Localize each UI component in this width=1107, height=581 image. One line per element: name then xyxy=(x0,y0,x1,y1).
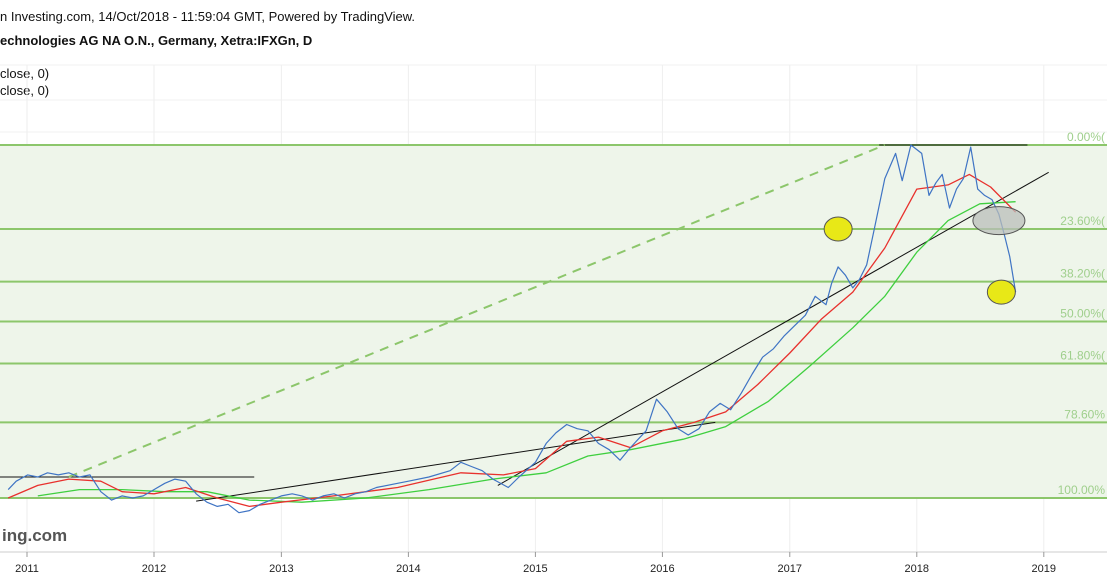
chart-source-line: n Investing.com, 14/Oct/2018 - 11:59:04 … xyxy=(0,9,416,24)
fib-level-label: 0.00%( xyxy=(1067,130,1105,144)
chart-symbol-title: echnologies AG NA O.N., Germany, Xetra:I… xyxy=(0,33,313,48)
gray-highlight-ellipse xyxy=(972,206,1026,236)
x-axis-tick-label: 2014 xyxy=(396,563,420,575)
fib-level-label: 78.60% xyxy=(1064,407,1105,421)
fib-diagonal-dashed-line xyxy=(68,144,886,478)
fib-level-label: 38.20%( xyxy=(1060,267,1105,281)
x-axis-tick-label: 2018 xyxy=(905,563,929,575)
indicator-legend-1: close, 0) xyxy=(0,66,50,81)
fib-level-label: 50.00%( xyxy=(1060,307,1105,321)
price-series xyxy=(7,144,1017,514)
trend-line xyxy=(196,421,716,502)
x-axis: 2011 2012 2013 2014 2015 2016 2017 2018 2019 xyxy=(0,551,1107,575)
fib-level-label: 100.00% xyxy=(1058,483,1106,497)
yellow-highlight-ellipse xyxy=(823,216,853,242)
price-line xyxy=(7,144,1017,514)
fibonacci-retracement: 0.00%( 23.60%( 38.20%( 50.00%( 61.80%( 78.60%… xyxy=(0,130,1107,499)
indicator-legend-2: close, 0) xyxy=(0,83,50,98)
x-axis-tick-label: 2017 xyxy=(778,563,802,575)
highlight-ellipses xyxy=(823,206,1026,305)
fib-level-label: 61.80%( xyxy=(1060,349,1105,363)
x-axis-tick-label: 2016 xyxy=(650,563,674,575)
moving-average-slow-line xyxy=(37,201,1016,503)
x-axis-tick-label: 2012 xyxy=(142,563,166,575)
moving-average-fast-line xyxy=(7,173,1017,508)
fib-level-label: 23.60%( xyxy=(1060,214,1105,228)
x-axis-tick-label: 2015 xyxy=(523,563,547,575)
yellow-highlight-ellipse xyxy=(986,279,1016,305)
investing-watermark: ing.com xyxy=(2,526,67,545)
x-axis-tick-label: 2013 xyxy=(269,563,293,575)
x-axis-tick-label: 2019 xyxy=(1032,563,1056,575)
x-axis-tick-label: 2011 xyxy=(15,563,39,575)
